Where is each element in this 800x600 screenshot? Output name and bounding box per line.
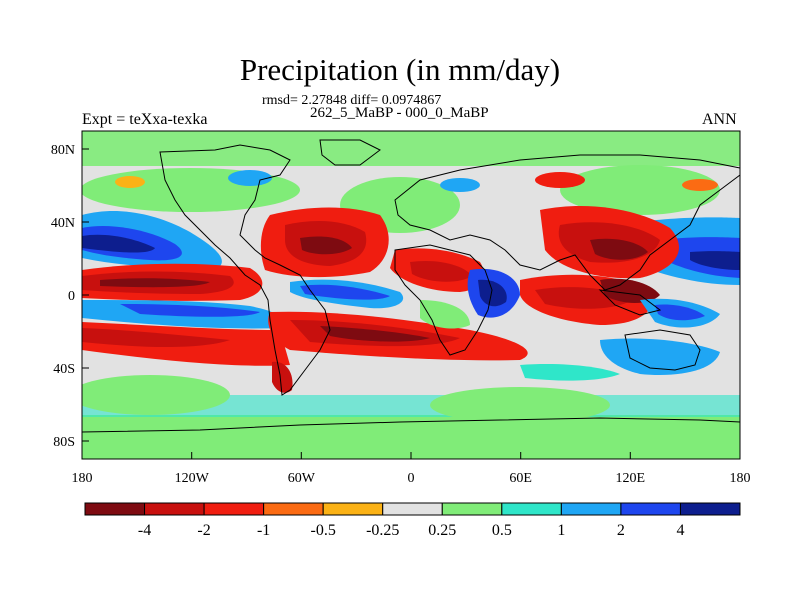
experiment-label: Expt = teXxa-texka [82, 111, 208, 128]
colorbar-label: 1 [557, 522, 565, 539]
x-tick-label: 120E [616, 471, 646, 486]
colorbar-label: -4 [138, 522, 151, 539]
colorbar-swatch [441, 502, 503, 516]
colorbar-swatch [679, 502, 741, 516]
y-tick-label: 80S [53, 435, 75, 450]
colorbar-label: -2 [197, 522, 210, 539]
colorbar-swatch [560, 502, 622, 516]
x-tick-label: 180 [72, 471, 93, 486]
colorbar-label: -1 [257, 522, 270, 539]
colorbar-label: 2 [617, 522, 625, 539]
colorbar-swatch [203, 502, 265, 516]
y-tick-label: 40N [51, 216, 75, 231]
y-tick-label: 40S [53, 362, 75, 377]
colorbar-label: -0.25 [366, 522, 399, 539]
stats-text: rmsd= 2.27848 diff= 0.0974867 [262, 93, 442, 108]
colorbar-label: 0.25 [428, 522, 456, 539]
colorbar-labels: -4 -2 -1 -0.5 -0.25 0.25 0.5 1 2 4 [138, 522, 685, 539]
coastlines [82, 139, 740, 433]
colorbar-swatch [263, 502, 324, 516]
y-tick-label: 0 [68, 289, 75, 304]
axis-ticks [81, 148, 741, 459]
colorbar-label: 0.5 [492, 522, 512, 539]
precipitation-field [82, 131, 740, 459]
colorbar [84, 502, 741, 516]
colorbar-swatch [322, 502, 384, 516]
x-axis-labels: 180 120W 60W 0 60E 120E 180 [72, 471, 751, 486]
colorbar-swatch [84, 502, 146, 516]
x-tick-label: 60E [509, 471, 532, 486]
x-tick-label: 0 [408, 471, 415, 486]
season-label: ANN [702, 111, 737, 128]
x-tick-label: 120W [175, 471, 210, 486]
x-tick-label: 60W [288, 471, 316, 486]
colorbar-label: 4 [676, 522, 684, 539]
colorbar-swatch [620, 502, 681, 516]
y-axis-labels: 80N 40N 0 40S 80S [51, 143, 75, 450]
colorbar-swatch [144, 502, 205, 516]
colorbar-swatch [382, 502, 443, 516]
colorbar-swatch [501, 502, 562, 516]
x-tick-label: 180 [730, 471, 751, 486]
page-title: Precipitation (in mm/day) [239, 52, 561, 87]
comparison-label: 262_5_MaBP - 000_0_MaBP [310, 105, 489, 121]
y-tick-label: 80N [51, 143, 75, 158]
colorbar-label: -0.5 [311, 522, 336, 539]
